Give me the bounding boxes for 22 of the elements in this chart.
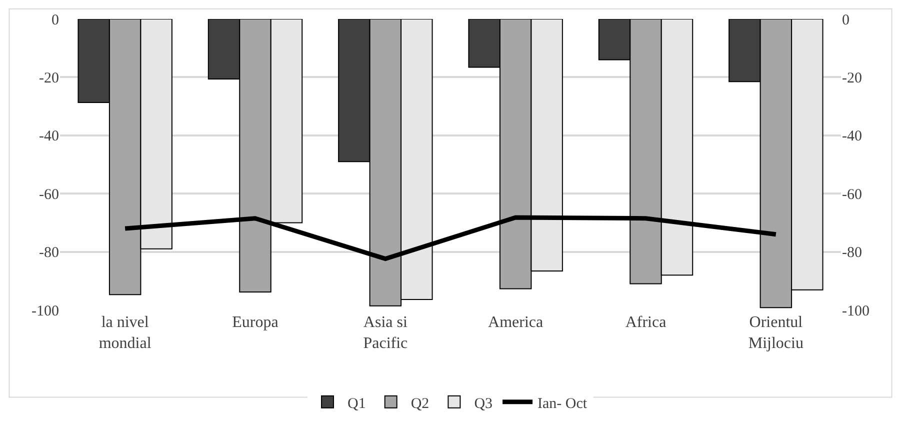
y-tick-label: -20 — [39, 70, 59, 86]
y2-tick-label: -100 — [842, 303, 870, 320]
x-tick-label: Africa — [625, 314, 666, 331]
legend-label: Q3 — [474, 396, 493, 412]
y2-tick-label: -80 — [842, 245, 862, 262]
y2-tick-label: 0 — [842, 12, 850, 28]
y-tick-label: -40 — [39, 128, 59, 145]
x-tick-label: America — [488, 314, 544, 331]
legend-label: Q1 — [348, 396, 366, 412]
y-tick-label: -60 — [39, 186, 59, 203]
y2-tick-label: -20 — [842, 70, 862, 86]
y2-tick-label: -40 — [842, 128, 862, 145]
y2-tick-label: -60 — [842, 186, 862, 203]
y-tick-label: -80 — [39, 245, 59, 262]
x-tick-label: la nivel mondial — [98, 314, 152, 352]
x-tick-label: Europa — [232, 314, 278, 331]
x-tick-label: Orientul Mijlociu — [748, 314, 804, 352]
y-tick-label: 0 — [52, 12, 59, 28]
legend-label: Ian- Oct — [538, 396, 588, 412]
x-tick-label: Asia si Pacific — [363, 314, 408, 352]
legend-label: Q2 — [410, 396, 430, 412]
y-tick-label: -100 — [32, 303, 59, 320]
